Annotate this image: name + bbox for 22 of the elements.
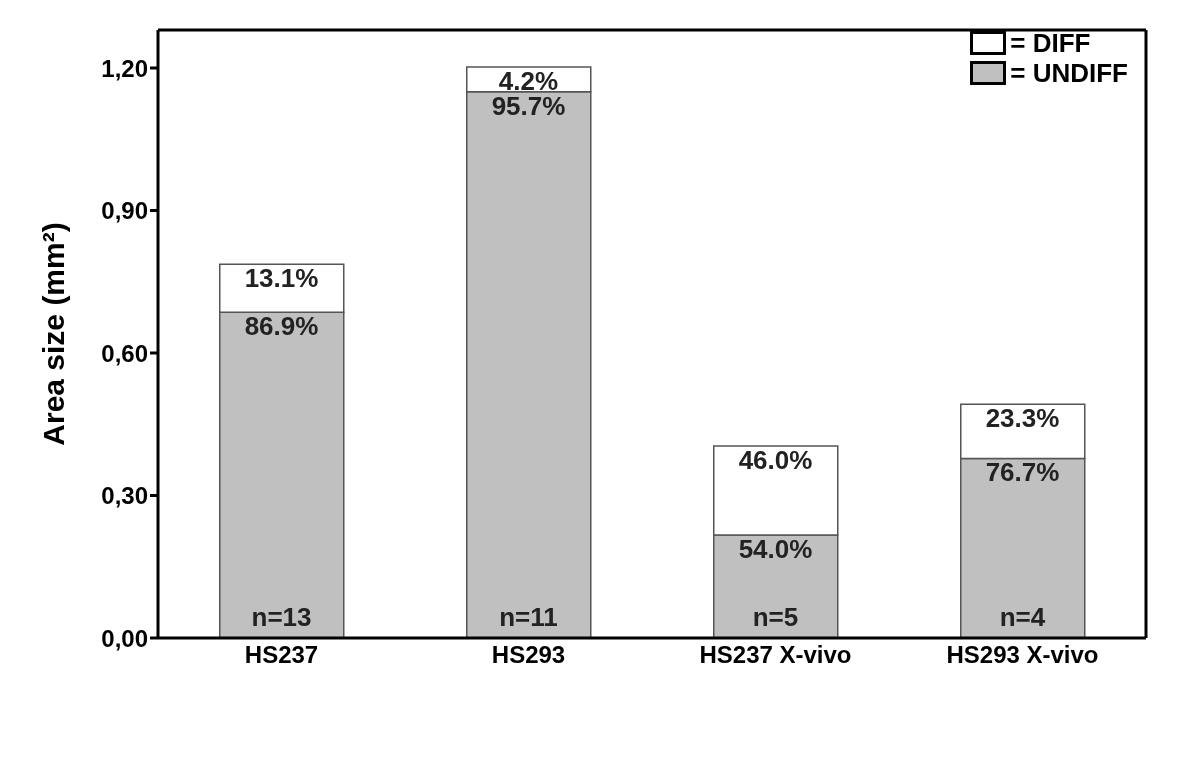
annotation: 46.0% [738, 445, 813, 476]
annotation: n=4 [999, 602, 1046, 632]
annotation: 76.7% [985, 457, 1060, 488]
annotation: n=5 [752, 602, 799, 632]
x-tick-label: HS293 [491, 641, 566, 669]
y-tick-label: 0,30 [101, 482, 148, 510]
legend-label: = UNDIFF [1010, 58, 1128, 88]
annotation: n=11 [499, 602, 558, 632]
annotation: 86.9% [244, 311, 319, 342]
x-tick-label: HS237 [244, 641, 319, 669]
y-axis-title: Area size (mm²) [36, 222, 70, 446]
y-tick-label: 1,20 [101, 54, 148, 82]
y-tick-label: 0,90 [101, 197, 148, 225]
x-tick-label: HS293 X-vivo [946, 641, 1099, 669]
annotation: 54.0% [738, 533, 813, 564]
y-tick-label: 0,00 [101, 624, 148, 652]
annotation: 13.1% [244, 263, 319, 294]
annotation: 23.3% [985, 403, 1060, 434]
x-tick-label: HS237 X-vivo [699, 641, 852, 669]
text: = DIFF [1010, 28, 1091, 58]
y-tick-label: 0,60 [101, 339, 148, 367]
annotation: n=13 [251, 602, 312, 632]
